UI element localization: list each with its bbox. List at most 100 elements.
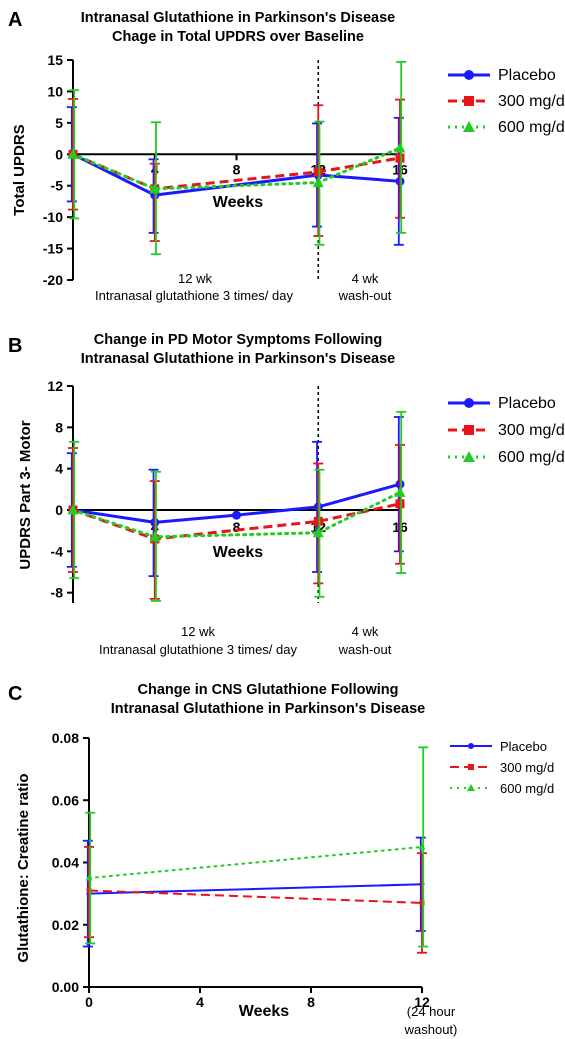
data-point xyxy=(395,499,405,509)
panel-b-y-axis-title: UPDRS Part 3- Motor xyxy=(17,420,34,569)
y-tick-label: 0.06 xyxy=(52,792,79,808)
y-tick-label: -8 xyxy=(51,585,64,601)
data-point xyxy=(86,888,92,894)
x-tick-label: 8 xyxy=(307,994,315,1010)
x-tick-label: 4 xyxy=(196,994,204,1010)
panel-a-title-line2: Chage in Total UPDRS over Baseline xyxy=(112,29,364,45)
y-tick-label: 0.00 xyxy=(52,979,79,995)
y-tick-label: -4 xyxy=(51,543,64,559)
panel-a-label: A xyxy=(8,9,22,31)
data-point xyxy=(67,504,79,515)
legend-label: Placebo xyxy=(500,739,547,754)
y-tick-label: 0.02 xyxy=(52,917,79,933)
data-point xyxy=(313,516,323,526)
data-point xyxy=(394,486,406,497)
panel-c-title-line2: Intranasal Glutathione in Parkinson's Di… xyxy=(111,701,426,717)
panel-b-title-line2: Intranasal Glutathione in Parkinson's Di… xyxy=(81,351,396,367)
panel-c-legend: Placebo 300 mg/d 600 mg/d xyxy=(450,739,554,796)
panel-b-title-line1: Change in PD Motor Symptoms Following xyxy=(94,332,382,348)
panel-c-title-line1: Change in CNS Glutathione Following xyxy=(138,682,399,698)
y-tick-label: 10 xyxy=(47,83,63,99)
legend-label: 600 mg/d xyxy=(500,781,554,796)
legend-swatch-marker xyxy=(464,398,474,408)
data-point xyxy=(67,148,79,159)
legend-swatch-marker xyxy=(464,425,474,435)
legend-swatch-marker xyxy=(468,743,474,749)
panel-c-note-washout: washout) xyxy=(404,1022,458,1037)
legend-label: 300 mg/d xyxy=(500,760,554,775)
y-tick-label: -5 xyxy=(51,178,64,194)
y-tick-label: 5 xyxy=(55,115,63,131)
x-tick-label: 8 xyxy=(233,161,241,177)
panel-a: A Intranasal Glutathione in Parkinson's … xyxy=(8,9,565,303)
legend-label: Placebo xyxy=(498,395,556,412)
panel-a-title-line1: Intranasal Glutathione in Parkinson's Di… xyxy=(81,10,396,26)
legend-swatch-marker xyxy=(463,451,475,462)
series-line xyxy=(71,146,402,191)
x-tick-label: 8 xyxy=(233,519,241,535)
y-tick-label: 0 xyxy=(55,502,63,518)
panel-b: B Change in PD Motor Symptoms Following … xyxy=(8,332,565,657)
panel-a-note-12wk: 12 wk xyxy=(178,271,212,286)
series-line xyxy=(88,883,423,895)
y-tick-label: 0.04 xyxy=(52,855,79,871)
panel-b-legend: Placebo 300 mg/d 600 mg/d xyxy=(448,395,565,466)
data-point xyxy=(149,183,161,194)
panel-b-note-washout: wash-out xyxy=(338,642,392,657)
legend-swatch-marker xyxy=(468,764,474,770)
x-tick-label: 0 xyxy=(85,994,93,1010)
y-tick-label: 0 xyxy=(55,146,63,162)
panel-c: C Change in CNS Glutathione Following In… xyxy=(8,682,554,1037)
series-line xyxy=(88,889,423,904)
legend-swatch-marker xyxy=(463,121,475,132)
y-tick-label: -10 xyxy=(43,209,63,225)
panel-a-note-washout: wash-out xyxy=(338,288,392,303)
data-point xyxy=(85,874,93,881)
panel-a-legend: Placebo 300 mg/d 600 mg/d xyxy=(448,67,565,136)
legend-label: 600 mg/d xyxy=(498,119,565,136)
y-tick-label: 4 xyxy=(55,461,63,477)
legend-label: 300 mg/d xyxy=(498,422,565,439)
y-tick-label: 0.08 xyxy=(52,730,79,746)
data-point xyxy=(418,843,426,850)
data-point xyxy=(149,531,161,542)
data-point xyxy=(312,177,324,188)
panel-b-note-12wk: 12 wk xyxy=(181,624,215,639)
panel-c-plot: 0.08 0.06 0.04 0.02 0.00 0 4 8 12 xyxy=(52,730,430,1010)
panel-c-note-24hour: (24 hour xyxy=(407,1004,456,1019)
series-line xyxy=(88,845,423,880)
legend-swatch-marker xyxy=(464,70,474,80)
y-tick-label: 12 xyxy=(47,378,63,394)
data-point xyxy=(312,527,324,538)
legend-label: 300 mg/d xyxy=(498,93,565,110)
panel-a-x-axis-title: Weeks xyxy=(213,194,264,211)
panel-b-note-treatment: Intranasal glutathione 3 times/ day xyxy=(99,642,298,657)
data-point xyxy=(419,900,425,906)
legend-label: Placebo xyxy=(498,67,556,84)
y-tick-label: 8 xyxy=(55,419,63,435)
data-point xyxy=(394,142,406,153)
panel-a-note-treatment: Intranasal glutathione 3 times/ day xyxy=(95,288,294,303)
series-line xyxy=(71,490,402,539)
data-point xyxy=(395,153,405,163)
panel-b-note-4wk: 4 wk xyxy=(352,624,379,639)
data-point xyxy=(232,510,241,520)
panel-a-y-axis-title: Total UPDRS xyxy=(11,124,28,215)
panel-b-x-axis-title: Weeks xyxy=(213,544,264,561)
y-tick-label: -20 xyxy=(43,272,63,288)
panel-c-y-axis-title: Glutathione: Creatine ratio xyxy=(15,773,32,962)
panel-b-label: B xyxy=(8,335,22,357)
y-tick-label: -15 xyxy=(43,241,63,257)
x-tick-label: 12 xyxy=(414,994,430,1010)
panel-c-x-axis-title: Weeks xyxy=(239,1003,290,1020)
panel-c-label: C xyxy=(8,683,22,705)
data-point xyxy=(313,167,323,177)
legend-label: 600 mg/d xyxy=(498,449,565,466)
panel-a-note-4wk: 4 wk xyxy=(352,271,379,286)
legend-swatch-marker xyxy=(464,96,474,106)
legend-swatch-marker xyxy=(467,784,475,791)
y-tick-label: 15 xyxy=(47,52,63,68)
